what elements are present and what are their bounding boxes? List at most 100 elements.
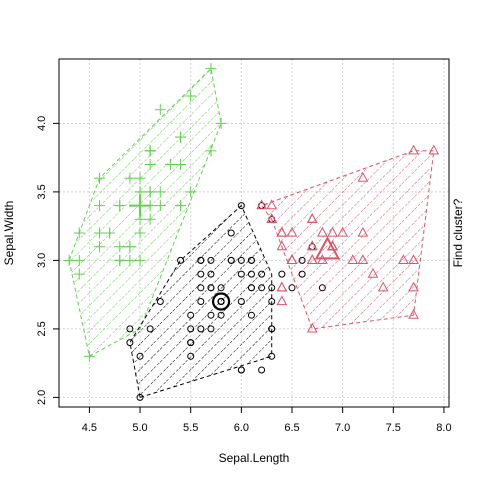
data-point-plus (144, 213, 156, 225)
x-axis-label: Sepal.Length (219, 451, 290, 465)
data-point-circle (268, 298, 276, 306)
data-point-triangle (347, 254, 359, 265)
x-tick-label: 6.0 (234, 422, 249, 434)
data-point-triangle (408, 308, 419, 319)
data-point-plus (94, 227, 106, 239)
data-point-circle (217, 311, 225, 319)
data-point-circle (207, 270, 215, 278)
data-point-circle (268, 352, 276, 360)
data-point-circle (227, 256, 235, 264)
y-tick-label: 3.0 (36, 253, 48, 268)
centroid-outer-ring (211, 292, 231, 311)
data-point-triangle (367, 267, 379, 278)
data-point-circle (146, 325, 154, 333)
data-point-circle (136, 352, 144, 360)
data-point-plus (205, 145, 217, 157)
cluster-hulls (68, 67, 435, 399)
data-point-triangle (408, 281, 419, 292)
data-point-circle (197, 270, 205, 278)
data-point-plus (114, 254, 126, 266)
x-tick-label: 6.5 (284, 422, 299, 434)
data-point-circle (227, 229, 235, 237)
data-point-circle (237, 270, 245, 278)
data-point-plus (134, 227, 146, 239)
data-point-plus (164, 158, 176, 170)
data-point-circle (278, 270, 286, 278)
data-point-circle (318, 284, 326, 292)
data-point-plus (134, 254, 146, 266)
data-point-triangle (327, 226, 338, 237)
data-point-circle (298, 256, 306, 264)
y-axis-label: Sepal.Width (2, 201, 16, 266)
data-point-triangle (317, 226, 328, 237)
centroid-triangle (314, 236, 341, 260)
data-point-plus (144, 158, 156, 170)
data-point-triangle (428, 144, 440, 155)
data-point-circle (197, 256, 205, 264)
data-point-triangle (286, 226, 298, 237)
data-point-triangle (276, 226, 288, 237)
data-point-plus (94, 172, 106, 184)
data-point-plus (185, 186, 197, 198)
data-point-plus (94, 200, 106, 212)
data-point-circle (156, 298, 164, 306)
data-point-plus (83, 350, 95, 362)
centroid-circle (211, 292, 231, 311)
data-point-circle (237, 256, 245, 264)
cluster-centroids (129, 194, 341, 311)
centroid-inner-ring (217, 297, 225, 306)
data-point-circle (136, 393, 144, 401)
data-point-triangle (306, 240, 318, 251)
data-point-triangle (306, 213, 318, 223)
data-point-circle (247, 311, 255, 319)
data-point-plus (73, 254, 85, 266)
data-point-circle (207, 325, 215, 333)
x-tick-label: 5.0 (132, 422, 147, 434)
data-point-plus (73, 268, 85, 280)
data-point-circle (197, 298, 205, 306)
data-point-circle (237, 298, 245, 306)
data-point-circle (187, 311, 195, 319)
x-tick-label: 4.5 (82, 422, 97, 434)
data-point-circle (298, 270, 306, 278)
x-tick-label: 7.5 (386, 422, 401, 434)
data-points (63, 63, 440, 401)
data-point-triangle (286, 254, 298, 265)
data-point-triangle (337, 226, 348, 237)
data-point-circle (207, 256, 215, 264)
data-point-circle (177, 256, 185, 264)
data-point-triangle (306, 254, 318, 265)
data-point-circle (237, 366, 245, 374)
data-point-circle (247, 284, 255, 292)
centroid-plus (129, 194, 152, 217)
data-point-plus (175, 158, 187, 170)
data-point-plus (124, 241, 136, 253)
data-point-circle (268, 325, 276, 333)
data-point-triangle (276, 240, 288, 251)
axes: 4.5 5.0 5.5 6.0 6.5 7.0 7.5 8.0 2.0 2.5 3.0 3.5 4.0 (36, 116, 452, 434)
y-tick-label: 4.0 (36, 116, 48, 131)
data-point-circle (288, 284, 296, 292)
data-point-circle (187, 352, 195, 360)
data-point-plus (124, 254, 136, 266)
data-point-triangle (276, 281, 288, 292)
data-point-triangle (266, 213, 278, 223)
data-point-circle (197, 325, 205, 333)
data-point-triangle (398, 254, 409, 265)
data-point-plus (175, 131, 187, 143)
data-point-triangle (408, 144, 419, 155)
data-point-circle (207, 284, 215, 292)
data-point-plus (144, 145, 156, 157)
data-point-circle (217, 284, 225, 292)
y-tick-label: 2.5 (36, 321, 48, 336)
data-point-plus (73, 227, 85, 239)
data-point-circle (258, 270, 266, 278)
data-point-triangle (276, 295, 288, 306)
data-point-plus (94, 241, 106, 253)
data-point-plus (124, 172, 136, 184)
cluster-hull-circle (129, 204, 273, 399)
data-point-circle (126, 339, 134, 347)
data-point-plus (185, 90, 197, 102)
data-point-circle (197, 284, 205, 292)
